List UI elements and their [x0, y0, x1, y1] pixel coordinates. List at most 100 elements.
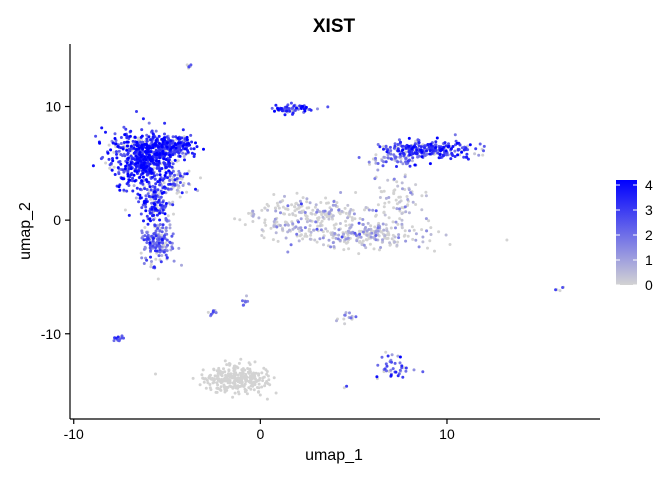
cell-point	[358, 217, 362, 220]
cell-point	[140, 236, 144, 240]
cell-point	[425, 149, 428, 153]
cell-point	[410, 147, 414, 151]
cell-point	[237, 378, 241, 382]
cell-point	[265, 397, 269, 401]
cell-point	[215, 386, 219, 390]
cell-point	[444, 149, 448, 153]
cell-point	[252, 388, 256, 392]
cell-point	[160, 230, 164, 234]
cell-point	[423, 146, 426, 150]
cell-point	[243, 374, 246, 378]
cell-point	[247, 211, 251, 215]
cell-point	[307, 206, 311, 210]
cell-point	[455, 141, 459, 145]
cell-point	[404, 157, 408, 160]
cell-point	[209, 312, 213, 316]
cell-point	[158, 152, 162, 156]
cell-point	[178, 141, 182, 145]
cell-point	[215, 369, 219, 373]
cell-point	[294, 202, 298, 206]
cell-point	[386, 156, 390, 160]
cell-point	[129, 173, 133, 177]
cell-point	[152, 213, 156, 217]
cell-point	[392, 177, 396, 181]
cell-point	[181, 184, 185, 187]
cell-point	[411, 237, 415, 241]
cell-point	[375, 375, 379, 379]
cell-point	[198, 383, 202, 387]
cell-point	[276, 204, 280, 208]
cell-point	[316, 107, 319, 111]
cell-point	[274, 209, 278, 213]
cell-point	[253, 383, 257, 387]
cell-point	[420, 155, 424, 159]
cell-point	[365, 233, 369, 237]
cell-point	[144, 158, 148, 162]
cell-point	[396, 222, 400, 226]
cell-point	[241, 299, 244, 303]
cell-point	[131, 179, 135, 183]
cell-point	[266, 382, 270, 386]
cell-point	[295, 232, 299, 236]
cell-point	[394, 220, 398, 224]
cell-point	[420, 208, 424, 212]
cell-point	[192, 147, 196, 151]
cell-point	[301, 105, 305, 108]
cell-point	[390, 237, 394, 241]
cell-point	[261, 379, 265, 383]
cell-point	[465, 155, 469, 159]
cell-point	[154, 182, 158, 186]
cell-point	[386, 178, 390, 182]
cell-point	[299, 226, 303, 230]
cell-point	[147, 121, 151, 125]
cell-point	[174, 146, 178, 150]
cell-point	[162, 250, 166, 254]
cell-point	[364, 206, 368, 209]
cell-point	[223, 359, 227, 363]
cell-point	[157, 241, 161, 245]
cell-point	[396, 354, 400, 358]
cell-point	[144, 205, 148, 209]
cell-point	[121, 147, 125, 151]
cell-point	[145, 241, 149, 245]
cell-point	[288, 109, 292, 113]
cell-point	[171, 200, 175, 204]
cell-point	[187, 65, 191, 69]
cell-point	[141, 175, 145, 179]
cell-point	[308, 219, 312, 223]
cell-point	[125, 189, 129, 193]
cell-point	[346, 216, 350, 220]
cell-point	[376, 363, 380, 367]
cell-point	[171, 232, 175, 236]
cell-point	[179, 148, 183, 152]
cell-point	[401, 148, 405, 152]
cell-point	[376, 162, 380, 165]
cell-point	[397, 138, 401, 142]
cell-point	[231, 385, 235, 389]
cell-point	[396, 160, 400, 164]
cell-point	[167, 160, 171, 164]
cell-point	[111, 159, 115, 163]
cell-point	[414, 232, 418, 236]
cell-point	[378, 186, 382, 190]
cell-point	[365, 238, 369, 242]
cell-point	[374, 156, 377, 160]
cell-point	[150, 207, 154, 211]
cell-point	[232, 372, 236, 376]
cell-point	[143, 226, 147, 229]
cell-point	[237, 361, 241, 365]
cell-point	[350, 216, 354, 220]
cell-point	[154, 139, 158, 142]
cell-point	[287, 107, 291, 111]
cell-point	[293, 205, 297, 209]
cell-point	[428, 162, 432, 166]
cell-point	[482, 144, 486, 148]
cell-point	[157, 237, 161, 241]
y-tick-label: 10	[45, 99, 61, 115]
cell-point	[376, 226, 380, 230]
cell-point	[354, 315, 358, 319]
cell-point	[299, 217, 303, 221]
cell-point	[350, 223, 354, 227]
x-tick-label: 10	[439, 426, 455, 442]
cell-point	[276, 239, 280, 243]
